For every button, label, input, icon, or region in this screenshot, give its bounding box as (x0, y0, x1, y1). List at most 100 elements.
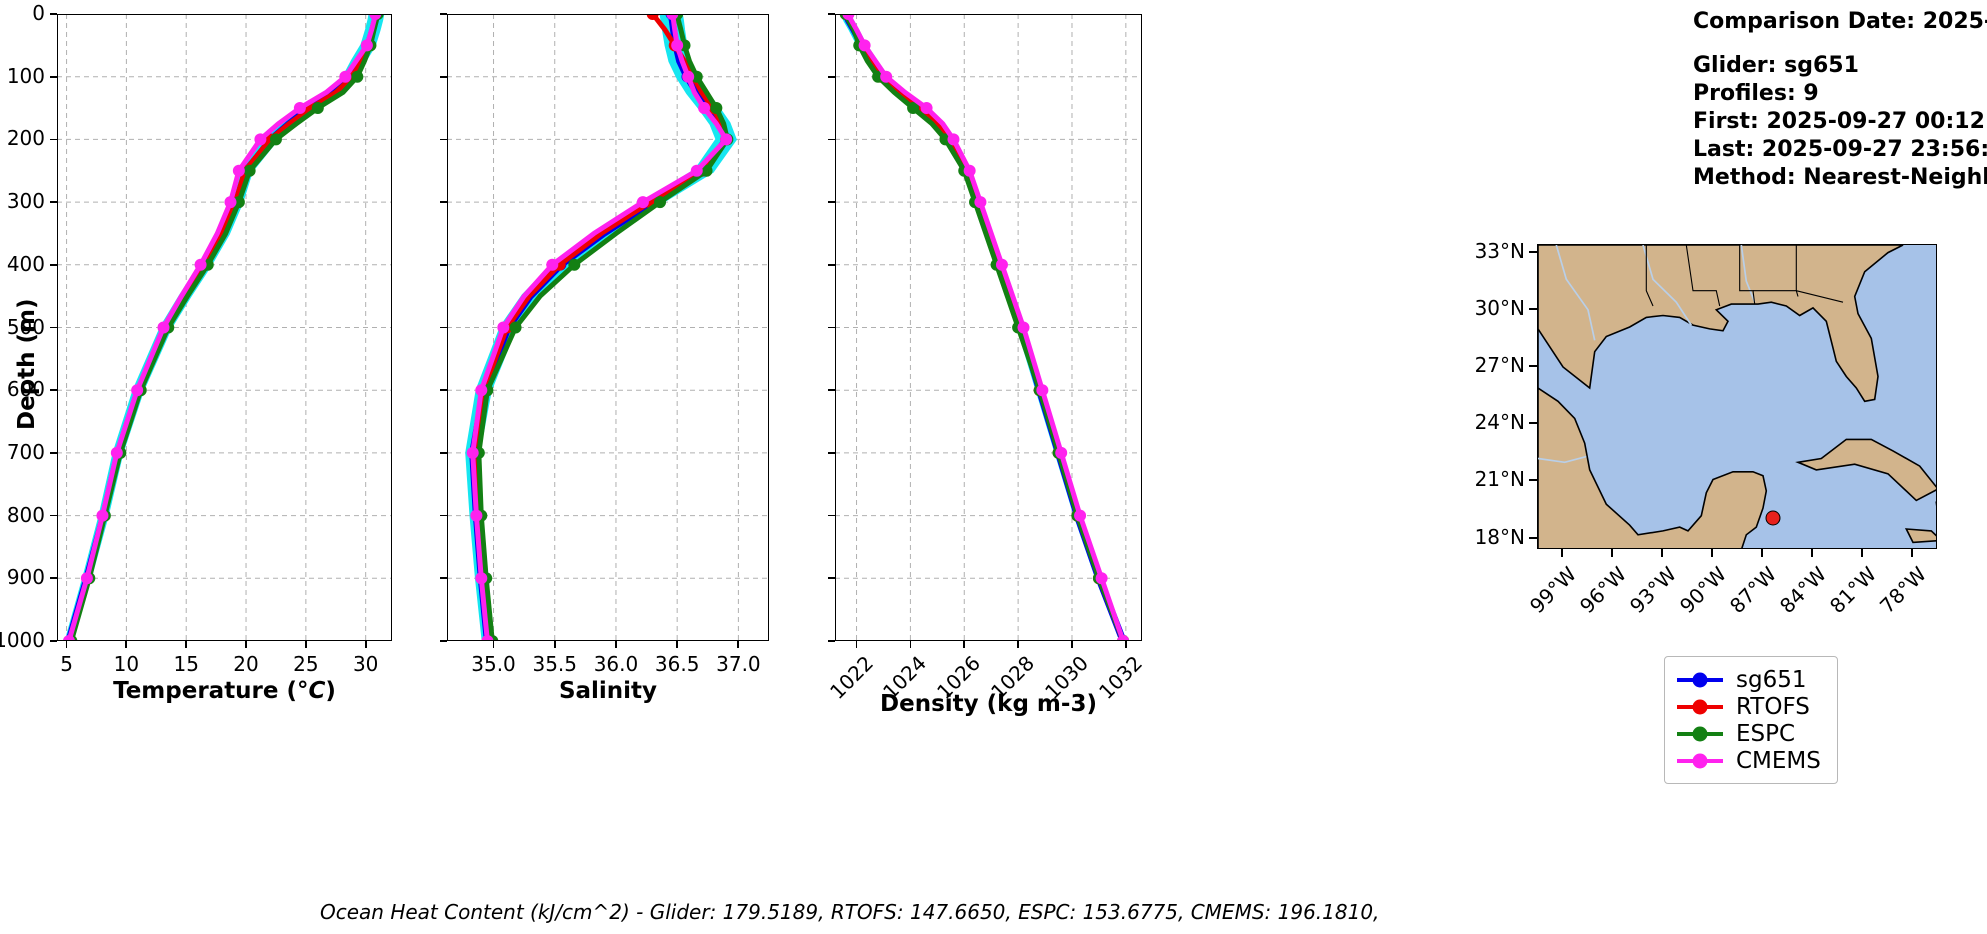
x-tick (737, 641, 740, 648)
y-tick (50, 514, 57, 517)
central-america-land (1538, 245, 1768, 548)
state-border-0 (1645, 245, 1654, 307)
y-tick-label: 200 (6, 126, 45, 151)
temperature-panel: 5 10 15 20 25 30 Temperature (°C) 0 100 200 300 400… (0, 1, 392, 704)
y-tick (828, 640, 835, 642)
y-tick (828, 389, 835, 392)
legend-label: ESPC (1736, 720, 1796, 747)
first-profile-time-text: First: 2025-09-27 00:12:58 (1693, 109, 1987, 134)
x-tick-label: 36.0 (593, 652, 639, 676)
x-tick (125, 641, 128, 648)
y-tick-label: 800 (6, 502, 45, 527)
y-tick (50, 138, 57, 141)
map-y-tick-label: 33°N (1474, 238, 1525, 263)
x-tick (553, 641, 556, 648)
map-y-tick-label: 30°N (1474, 295, 1525, 320)
legend-line-espc (1677, 726, 1723, 741)
legend-line-rtofs (1677, 699, 1723, 714)
legend-marker (1692, 726, 1708, 741)
y-tick (828, 201, 835, 203)
y-tick-label: 400 (6, 251, 45, 276)
comparison-date-text: Comparison Date: 2025-09-27 (1693, 9, 1987, 34)
x-tick-label: 10 (113, 652, 140, 676)
series-cmems (842, 14, 1130, 641)
y-tick (828, 13, 835, 15)
y-tick (440, 577, 447, 580)
y-tick (440, 640, 447, 642)
legend-item-cmems: CMEMS (1677, 747, 1821, 774)
y-tick (828, 577, 835, 580)
glider-position (1765, 510, 1781, 526)
legend-line-cmems (1677, 753, 1723, 768)
map-y-tick (1529, 250, 1537, 253)
legend-marker (1692, 753, 1708, 768)
depth-axis-title: Depth (m) (14, 298, 40, 430)
legend-label: CMEMS (1736, 747, 1821, 774)
method-text: Method: Nearest-Neighbor (1693, 165, 1987, 190)
map-x-tick (1761, 549, 1763, 557)
map-x-tick (1561, 549, 1563, 557)
y-tick-label: 500 (6, 314, 45, 339)
y-tick (440, 326, 447, 329)
map-y-tick (1529, 365, 1537, 367)
legend-label: sg651 (1736, 666, 1807, 693)
river-0 (1555, 245, 1596, 341)
y-tick (440, 201, 447, 203)
map-y-tick (1529, 479, 1537, 482)
x-tick (615, 641, 617, 648)
legend-line-sg651 (1677, 672, 1723, 687)
salinity-profile-frame (447, 14, 769, 641)
series-cmems (62, 14, 382, 641)
location-map[interactable] (1537, 244, 1937, 549)
map-y-tick-label: 18°N (1474, 524, 1525, 549)
series-cmems (466, 14, 733, 641)
y-tick (50, 75, 57, 78)
y-tick (50, 389, 57, 392)
x-tick-label: 20 (233, 652, 259, 676)
jamaica-land (1904, 528, 1936, 544)
legend-item-espc: ESPC (1677, 720, 1821, 747)
cuba-land (1795, 438, 1936, 502)
y-tick (828, 326, 835, 329)
map-coastlines (1538, 245, 1936, 548)
y-tick (50, 326, 57, 329)
x-tick (909, 641, 912, 648)
y-tick (50, 201, 57, 203)
x-tick-label: 25 (293, 652, 319, 676)
density-profile-frame (835, 14, 1142, 641)
x-tick (65, 641, 68, 648)
x-tick (492, 641, 495, 648)
x-tick-label: 30 (352, 652, 379, 676)
hispaniola-edge (1935, 501, 1936, 507)
river-1 (1642, 245, 1693, 326)
legend-label: RTOFS (1736, 693, 1810, 720)
x-tick (364, 641, 367, 648)
x-tick (245, 641, 247, 648)
y-tick (828, 75, 835, 78)
y-tick (828, 514, 835, 517)
map-y-tick-label: 24°N (1474, 410, 1525, 435)
legend-item-rtofs: RTOFS (1677, 693, 1821, 720)
y-tick-label: 900 (6, 565, 45, 590)
x-tick (1124, 641, 1127, 648)
map-y-tick (1529, 536, 1537, 539)
x-tick (185, 641, 188, 648)
y-tick (50, 577, 57, 580)
y-tick (50, 13, 57, 15)
y-tick (440, 75, 447, 78)
profiles-count-text: Profiles: 9 (1693, 81, 1819, 106)
map-y-tick (1529, 422, 1537, 425)
map-x-tick (1611, 549, 1613, 557)
map-x-tick (1711, 549, 1713, 557)
state-border-2 (1739, 245, 1756, 305)
x-tick-label: 36.5 (654, 652, 700, 676)
y-tick-label: 100 (6, 63, 45, 88)
x-tick-label: 5 (60, 652, 73, 676)
temperature-profile-plot-area (57, 14, 392, 641)
state-border-1 (1685, 245, 1721, 307)
y-tick (828, 263, 835, 266)
map-x-tick (1861, 549, 1863, 557)
y-tick (440, 138, 447, 141)
river-2 (1740, 245, 1756, 303)
map-y-tick-label: 27°N (1474, 353, 1525, 377)
